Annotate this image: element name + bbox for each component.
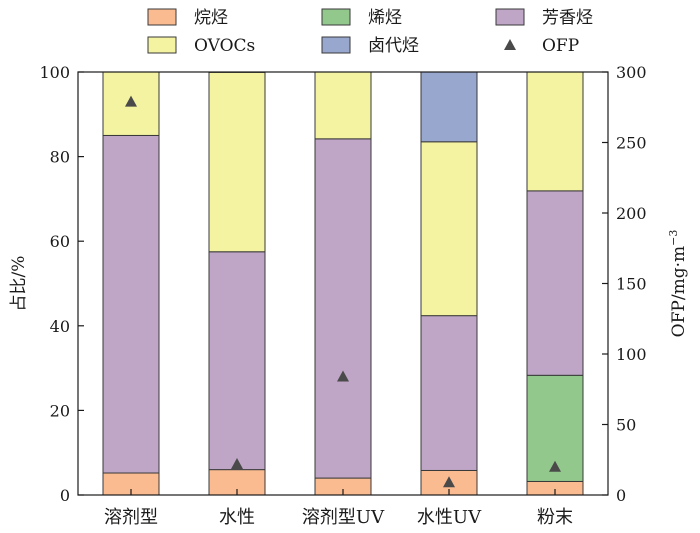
ofp-marker-3 [443, 476, 455, 488]
category-label-1: 水性 [219, 507, 255, 528]
right-y-axis: 0 50 100 150 200 250 300 [602, 63, 647, 505]
bar-segment-3-4 [526, 71, 584, 192]
legend-label-ovocs: OVOCs [194, 36, 255, 56]
left-tick-label-0: 0 [60, 486, 70, 505]
y2-axis-title: OFP/mg·m−3 [667, 230, 689, 338]
bar-segment-2-1 [208, 251, 266, 471]
ofp-marker-1 [231, 457, 243, 469]
bars-layer [102, 71, 584, 496]
left-tick-label-40: 40 [50, 317, 70, 336]
right-tick-label-150: 150 [616, 275, 647, 294]
legend-label-ofp: OFP [542, 36, 579, 56]
legend-swatch-ovocs [147, 36, 177, 54]
category-label-2: 溶剂型UV [302, 507, 385, 528]
ofp-marker-0 [125, 95, 137, 107]
bar-segment-4-3 [420, 71, 478, 143]
ofp-markers-layer [125, 95, 561, 488]
legend-label-芳香烃: 芳香烃 [542, 8, 593, 28]
y2-axis-title-superscript: −3 [667, 230, 680, 246]
bar-segment-2-0 [102, 134, 160, 474]
bar-segment-2-3 [420, 315, 478, 471]
legend: 烷烃 烯烃 芳香烃 OVOCs 卤代烃 OFP [147, 8, 593, 56]
right-tick-label-0: 0 [616, 486, 626, 505]
left-y-axis: 0 20 40 60 80 100 [39, 63, 84, 505]
right-tick-label-100: 100 [616, 345, 647, 364]
legend-label-烷烃: 烷烃 [194, 8, 228, 28]
bar-segment-3-1 [208, 71, 266, 253]
x-axis: 溶剂型 水性 溶剂型UV 水性UV 粉末 [104, 489, 573, 528]
ofp-marker-2 [337, 370, 349, 382]
left-tick-label-20: 20 [50, 401, 70, 420]
bar-segment-3-3 [420, 141, 478, 317]
right-tick-label-200: 200 [616, 204, 647, 223]
y-axis-title: 占比/% [9, 256, 29, 312]
y2-axis-title-main: OFP/mg·m [669, 246, 689, 337]
bar-segment-2-4 [526, 190, 584, 376]
legend-label-卤代烃: 卤代烃 [368, 36, 419, 56]
legend-swatch-ofp [504, 39, 516, 50]
left-tick-label-80: 80 [50, 148, 70, 167]
left-tick-label-60: 60 [50, 232, 70, 251]
ofp-marker-4 [549, 460, 561, 472]
category-label-4: 粉末 [537, 507, 573, 528]
legend-swatch-芳香烃 [495, 8, 525, 26]
right-tick-label-300: 300 [616, 63, 647, 82]
legend-label-烯烃: 烯烃 [368, 8, 402, 28]
right-tick-label-250: 250 [616, 134, 647, 153]
right-tick-label-50: 50 [616, 416, 636, 435]
legend-swatch-卤代烃 [321, 36, 351, 54]
bar-segment-3-2 [314, 71, 372, 140]
category-label-0: 溶剂型 [104, 507, 158, 528]
left-tick-label-100: 100 [39, 63, 70, 82]
category-label-3: 水性UV [417, 507, 482, 528]
legend-swatch-烯烃 [321, 8, 351, 26]
bar-segment-2-2 [314, 138, 372, 479]
legend-swatch-烷烃 [147, 8, 177, 26]
